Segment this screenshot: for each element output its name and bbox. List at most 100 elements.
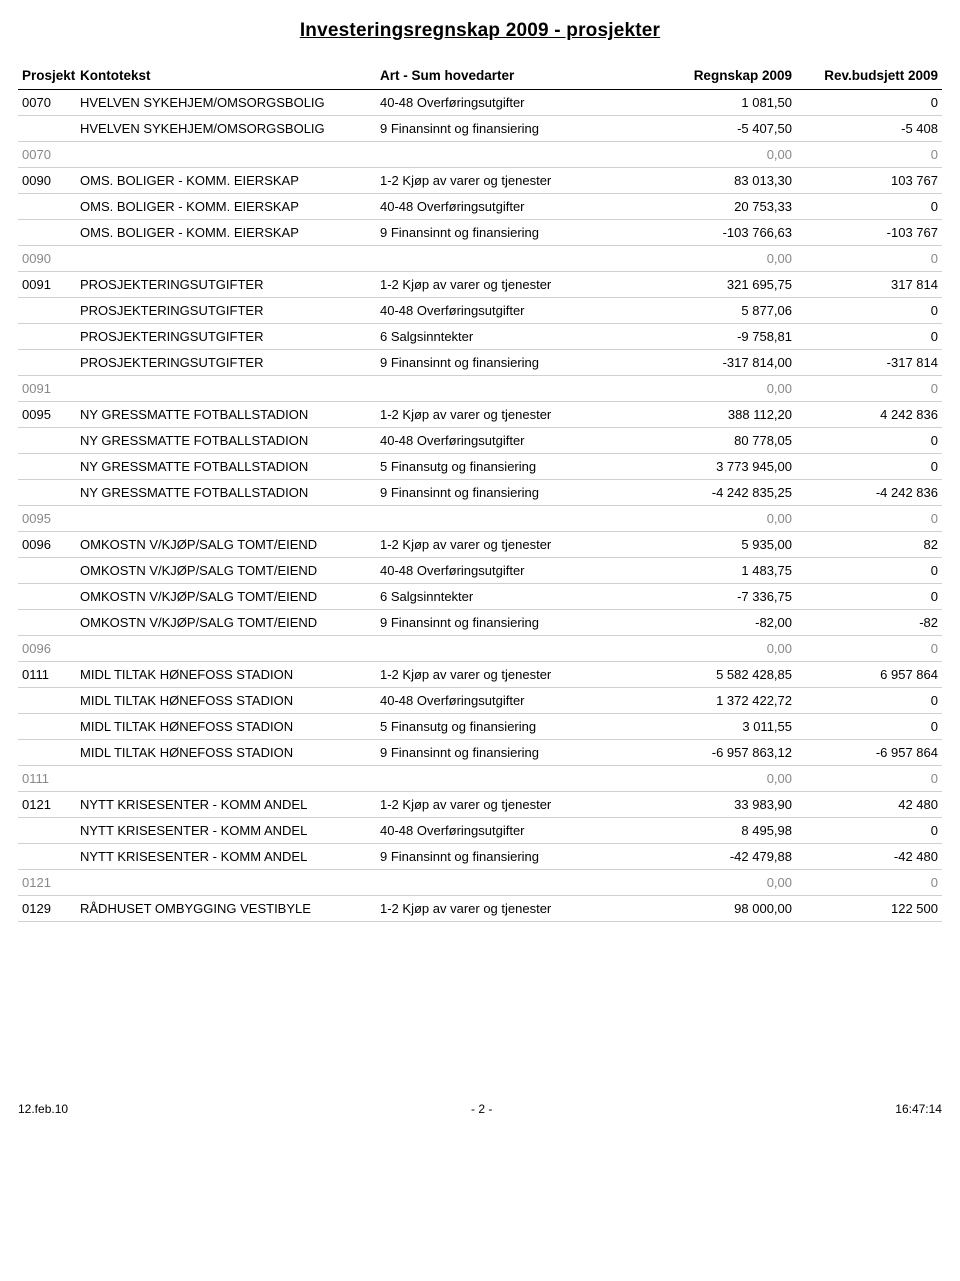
cell-art: 9 Finansinnt og finansiering	[376, 220, 638, 246]
cell-regnskap: -317 814,00	[638, 350, 796, 376]
cell-prosjekt	[18, 194, 76, 220]
cell-empty	[76, 376, 376, 402]
table-row: 0129RÅDHUSET OMBYGGING VESTIBYLE1-2 Kjøp…	[18, 896, 942, 922]
cell-art: 6 Salgsinntekter	[376, 584, 638, 610]
cell-regnskap: 8 495,98	[638, 818, 796, 844]
table-row: 0095NY GRESSMATTE FOTBALLSTADION1-2 Kjøp…	[18, 402, 942, 428]
table-row: PROSJEKTERINGSUTGIFTER40-48 Overføringsu…	[18, 298, 942, 324]
cell-prosjekt: 0095	[18, 402, 76, 428]
cell-empty	[376, 142, 638, 168]
cell-regnskap: 5 582 428,85	[638, 662, 796, 688]
cell-empty	[76, 142, 376, 168]
cell-budsjett: -82	[796, 610, 942, 636]
cell-regnskap: 1 081,50	[638, 90, 796, 116]
cell-prosjekt	[18, 428, 76, 454]
table-body: 0070HVELVEN SYKEHJEM/OMSORGSBOLIG 40-48 O…	[18, 90, 942, 922]
cell-budsjett: 0	[796, 194, 942, 220]
cell-prosjekt: 0070	[18, 90, 76, 116]
cell-regnskap: 0,00	[638, 246, 796, 272]
cell-budsjett: 6 957 864	[796, 662, 942, 688]
cell-budsjett: 0	[796, 428, 942, 454]
subtotal-row: 01110,000	[18, 766, 942, 792]
cell-budsjett: 42 480	[796, 792, 942, 818]
cell-empty	[76, 246, 376, 272]
cell-budsjett: 0	[796, 506, 942, 532]
cell-prosjekt: 0121	[18, 870, 76, 896]
cell-empty	[376, 506, 638, 532]
cell-art: 1-2 Kjøp av varer og tjenester	[376, 532, 638, 558]
cell-prosjekt	[18, 688, 76, 714]
cell-prosjekt	[18, 324, 76, 350]
cell-regnskap: 0,00	[638, 376, 796, 402]
cell-art: 40-48 Overføringsutgifter	[376, 194, 638, 220]
cell-regnskap: 33 983,90	[638, 792, 796, 818]
cell-empty	[76, 506, 376, 532]
cell-regnskap: 0,00	[638, 506, 796, 532]
cell-kontotekst: NY GRESSMATTE FOTBALLSTADION	[76, 428, 376, 454]
cell-prosjekt: 0111	[18, 662, 76, 688]
cell-prosjekt: 0090	[18, 168, 76, 194]
cell-kontotekst: MIDL TILTAK HØNEFOSS STADION	[76, 740, 376, 766]
cell-prosjekt: 0090	[18, 246, 76, 272]
cell-art: 1-2 Kjøp av varer og tjenester	[376, 272, 638, 298]
cell-empty	[76, 636, 376, 662]
table-header: Prosjekt Kontotekst Art - Sum hovedarter…	[18, 62, 942, 90]
footer-date: 12.feb.10	[18, 1102, 68, 1116]
cell-prosjekt	[18, 350, 76, 376]
cell-art: 40-48 Overføringsutgifter	[376, 558, 638, 584]
cell-art: 1-2 Kjøp av varer og tjenester	[376, 896, 638, 922]
cell-prosjekt	[18, 844, 76, 870]
footer-page: - 2 -	[471, 1102, 492, 1116]
cell-regnskap: 83 013,30	[638, 168, 796, 194]
cell-prosjekt: 0121	[18, 792, 76, 818]
cell-art: 40-48 Overføringsutgifter	[376, 428, 638, 454]
table-row: 0096OMKOSTN V/KJØP/SALG TOMT/EIEND1-2 Kj…	[18, 532, 942, 558]
cell-kontotekst: NY GRESSMATTE FOTBALLSTADION	[76, 480, 376, 506]
cell-budsjett: 0	[796, 688, 942, 714]
page-footer: 12.feb.10 - 2 - 16:47:14	[18, 1102, 942, 1116]
cell-art: 1-2 Kjøp av varer og tjenester	[376, 792, 638, 818]
cell-art: 1-2 Kjøp av varer og tjenester	[376, 402, 638, 428]
cell-budsjett: -4 242 836	[796, 480, 942, 506]
cell-kontotekst: HVELVEN SYKEHJEM/OMSORGSBOLIG	[76, 116, 376, 142]
page-title: Investeringsregnskap 2009 - prosjekter	[18, 20, 942, 42]
cell-kontotekst: OMS. BOLIGER - KOMM. EIERSKAP	[76, 168, 376, 194]
cell-prosjekt	[18, 818, 76, 844]
cell-budsjett: 0	[796, 558, 942, 584]
cell-regnskap: -42 479,88	[638, 844, 796, 870]
cell-regnskap: 321 695,75	[638, 272, 796, 298]
table-row: OMKOSTN V/KJØP/SALG TOMT/EIEND6 Salgsinn…	[18, 584, 942, 610]
cell-kontotekst: OMS. BOLIGER - KOMM. EIERSKAP	[76, 194, 376, 220]
cell-budsjett: 0	[796, 90, 942, 116]
table-row: OMKOSTN V/KJØP/SALG TOMT/EIEND9 Finansin…	[18, 610, 942, 636]
cell-prosjekt: 0111	[18, 766, 76, 792]
table-row: 0070HVELVEN SYKEHJEM/OMSORGSBOLIG40-48 O…	[18, 90, 942, 116]
col-regnskap: Regnskap 2009	[638, 62, 796, 90]
cell-prosjekt	[18, 740, 76, 766]
cell-kontotekst: OMKOSTN V/KJØP/SALG TOMT/EIEND	[76, 610, 376, 636]
cell-regnskap: 3 011,55	[638, 714, 796, 740]
cell-kontotekst: OMKOSTN V/KJØP/SALG TOMT/EIEND	[76, 532, 376, 558]
cell-empty	[376, 636, 638, 662]
cell-art: 40-48 Overføringsutgifter	[376, 298, 638, 324]
cell-budsjett: 4 242 836	[796, 402, 942, 428]
table-row: MIDL TILTAK HØNEFOSS STADION5 Finansutg …	[18, 714, 942, 740]
subtotal-row: 00910,000	[18, 376, 942, 402]
col-kontotekst: Kontotekst	[76, 62, 376, 90]
cell-budsjett: 317 814	[796, 272, 942, 298]
table-row: 0090OMS. BOLIGER - KOMM. EIERSKAP1-2 Kjø…	[18, 168, 942, 194]
table-row: OMS. BOLIGER - KOMM. EIERSKAP40-48 Overf…	[18, 194, 942, 220]
cell-budsjett: 0	[796, 246, 942, 272]
table-row: NYTT KRISESENTER - KOMM ANDEL40-48 Overf…	[18, 818, 942, 844]
cell-art: 6 Salgsinntekter	[376, 324, 638, 350]
cell-budsjett: 0	[796, 454, 942, 480]
cell-kontotekst: OMS. BOLIGER - KOMM. EIERSKAP	[76, 220, 376, 246]
subtotal-row: 00950,000	[18, 506, 942, 532]
cell-regnskap: -103 766,63	[638, 220, 796, 246]
cell-budsjett: 0	[796, 766, 942, 792]
table-row: PROSJEKTERINGSUTGIFTER9 Finansinnt og fi…	[18, 350, 942, 376]
cell-art: 5 Finansutg og finansiering	[376, 714, 638, 740]
table-row: 0111MIDL TILTAK HØNEFOSS STADION1-2 Kjøp…	[18, 662, 942, 688]
cell-kontotekst: NYTT KRISESENTER - KOMM ANDEL	[76, 792, 376, 818]
cell-budsjett: 0	[796, 870, 942, 896]
